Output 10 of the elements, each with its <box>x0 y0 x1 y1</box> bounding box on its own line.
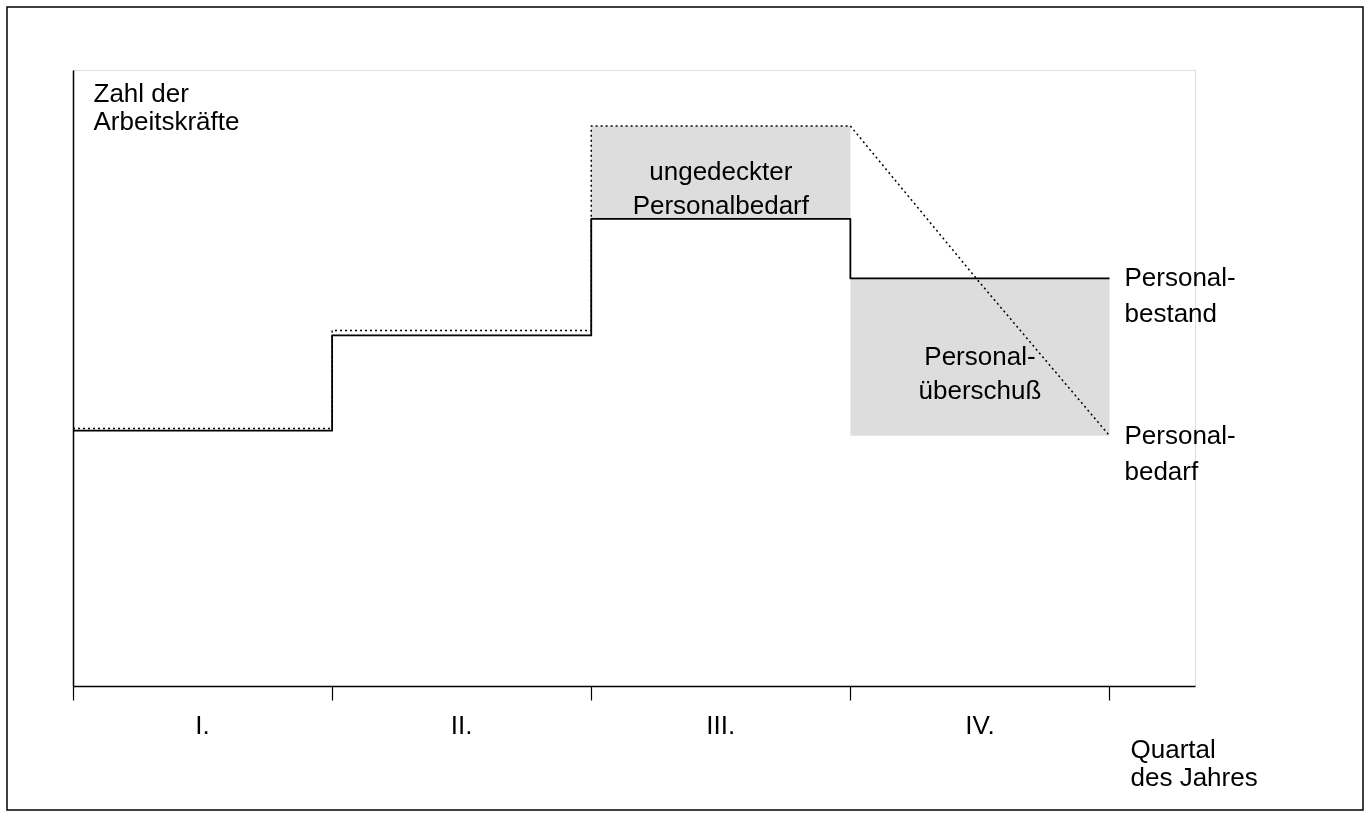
annotation: Personal- überschuß <box>918 341 1042 405</box>
x-tick-label: I. <box>195 710 210 740</box>
x-tick-label: III. <box>706 710 736 740</box>
x-tick-label: IV. <box>965 710 995 740</box>
x-axis-title: Quartal des Jahres <box>1130 733 1258 792</box>
series-label: Personal- bestand <box>1124 262 1236 329</box>
x-tick-label: II. <box>450 710 473 740</box>
y-axis-title: Zahl der Arbeitskräfte <box>93 77 240 136</box>
annotation: ungedeckter Personalbedarf <box>632 156 810 221</box>
series-label: Personal- bedarf <box>1124 419 1236 486</box>
